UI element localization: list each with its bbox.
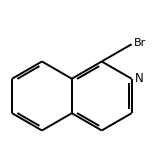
- Text: N: N: [135, 72, 144, 85]
- Text: Br: Br: [134, 38, 147, 47]
